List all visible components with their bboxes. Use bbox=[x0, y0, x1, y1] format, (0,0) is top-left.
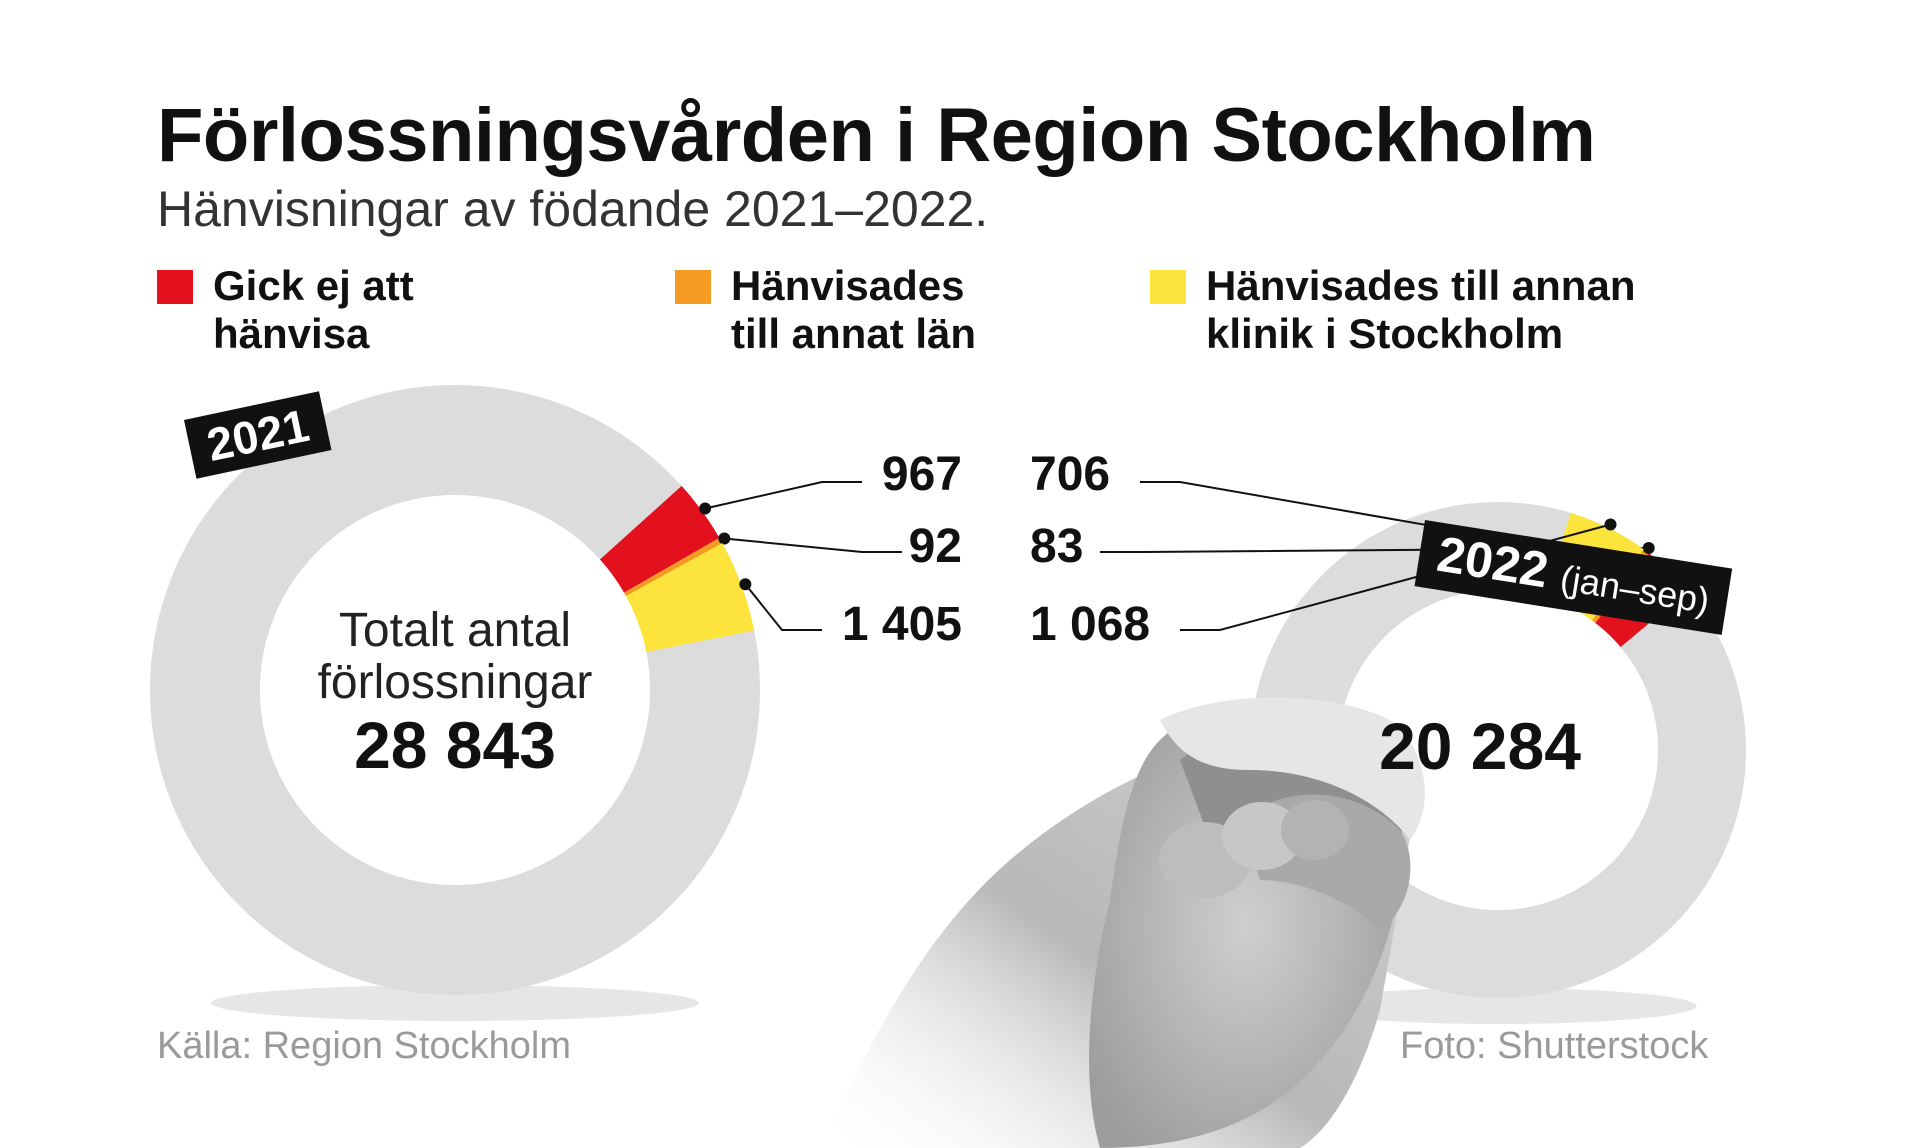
legend-swatch-red bbox=[157, 270, 193, 304]
leader-dot-2021-orange bbox=[718, 532, 731, 545]
source-credit: Källa: Region Stockholm bbox=[157, 1025, 571, 1067]
leader-line-2021-yellow bbox=[744, 583, 822, 631]
value-label-2022-orange: 83 bbox=[1030, 520, 1084, 573]
donut-slice-2021-red bbox=[599, 485, 720, 593]
leader-dot-2021-red bbox=[699, 502, 712, 515]
donut-hole-2021 bbox=[260, 495, 650, 885]
leader-dot-2021-yellow bbox=[739, 578, 752, 591]
donut-slice-2021-orange bbox=[623, 537, 723, 597]
legend-item-orange: Hänvisades till annat län bbox=[675, 262, 976, 358]
leader-dot-2022-yellow bbox=[1604, 518, 1617, 531]
value-label-2021-red: 967 bbox=[881, 448, 962, 501]
donut-slice-2021-yellow bbox=[625, 543, 755, 652]
legend-item-red: Gick ej att hänvisa bbox=[157, 262, 414, 358]
center-text-line-2: förlossningar bbox=[317, 656, 593, 709]
chart-subtitle: Hänvisningar av födande 2021–2022. bbox=[157, 181, 989, 237]
year-label-2022: 2022 bbox=[1433, 525, 1553, 599]
center-total-2021: 28 843 bbox=[354, 708, 556, 782]
center-total-2022: 20 284 bbox=[1379, 709, 1581, 783]
value-label-2022-red: 706 bbox=[1030, 448, 1111, 501]
value-label-2022-yellow: 1 068 bbox=[1030, 598, 1151, 651]
photo-credit: Foto: Shutterstock bbox=[1400, 1025, 1709, 1067]
center-2022: 20 284 bbox=[1330, 709, 1630, 783]
donut-shadow-2022 bbox=[1299, 988, 1697, 1024]
legend-label-red: Gick ej att hänvisa bbox=[213, 262, 414, 357]
legend-swatch-yellow bbox=[1150, 270, 1186, 304]
year-suffix-2022: (jan–sep) bbox=[1557, 557, 1713, 622]
hands-photo bbox=[820, 697, 1425, 1148]
legend-item-yellow: Hänvisades till annan klinik i Stockholm bbox=[1150, 262, 1635, 358]
leader-dot-2022-orange bbox=[1642, 542, 1655, 555]
donut-ring-2021 bbox=[150, 385, 760, 995]
legend-swatch-orange bbox=[675, 270, 711, 304]
donut-hole-2022 bbox=[1338, 590, 1658, 910]
center-2021: Totalt antal förlossningar 28 843 bbox=[280, 604, 630, 782]
donut-shadow-2021 bbox=[211, 985, 699, 1021]
legend-label-yellow: Hänvisades till annan klinik i Stockholm bbox=[1206, 262, 1636, 357]
value-label-2021-yellow: 1 405 bbox=[841, 598, 962, 651]
leader-line-2021-orange bbox=[724, 537, 902, 553]
leader-line-2021-red bbox=[704, 481, 862, 510]
donut-2021 bbox=[150, 385, 902, 1021]
value-label-2021-orange: 92 bbox=[908, 520, 962, 573]
legend-label-orange: Hänvisades till annat län bbox=[731, 262, 977, 357]
center-text-line-1: Totalt antal bbox=[338, 604, 572, 657]
chart-title: Förlossningsvården i Region Stockholm bbox=[157, 93, 1596, 178]
